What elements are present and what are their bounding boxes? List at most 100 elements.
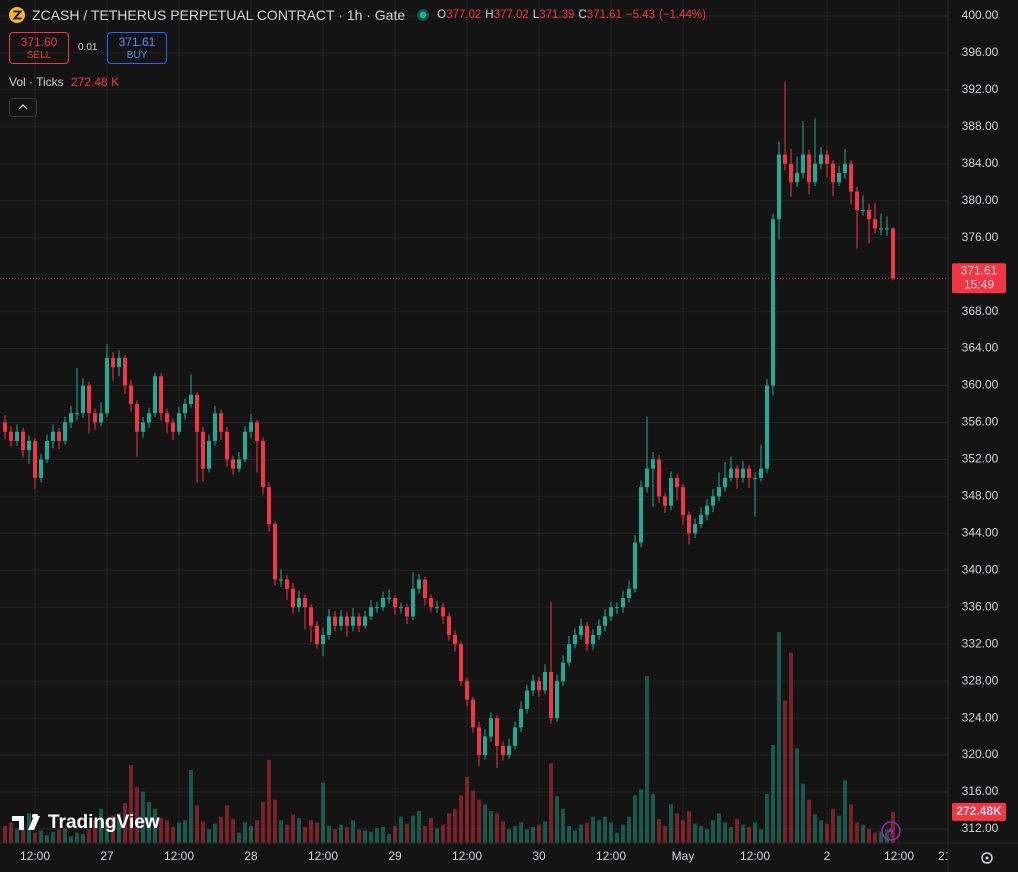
change-pct: (−1.44%) xyxy=(659,9,706,21)
candle-body xyxy=(777,154,781,220)
readout-value: 371.61 xyxy=(586,9,622,21)
candle-body xyxy=(501,745,505,756)
volume-bar xyxy=(129,765,133,843)
volume-bar xyxy=(663,825,667,843)
volume-bar xyxy=(477,799,481,843)
volume-bar xyxy=(351,820,355,843)
sell-button[interactable]: 371.60 SELL xyxy=(9,32,69,64)
candle-body xyxy=(681,487,685,515)
y-tick-label: 352.00 xyxy=(962,452,999,466)
settings-icon-dot xyxy=(985,856,989,860)
y-tick-label: 384.00 xyxy=(962,156,999,170)
volume-bar xyxy=(777,632,781,843)
volume-bar xyxy=(159,817,163,843)
volume-bar xyxy=(141,791,145,843)
candle-body xyxy=(201,431,205,469)
candle-body xyxy=(63,422,67,441)
volume-bar xyxy=(111,815,115,843)
candle-body xyxy=(183,403,187,414)
candle-body xyxy=(345,616,349,626)
candle-body xyxy=(561,662,565,682)
candle-body xyxy=(165,413,169,423)
buy-button[interactable]: 371.61 BUY xyxy=(107,32,167,64)
volume-bar xyxy=(183,820,187,843)
candle-body xyxy=(615,607,619,609)
coin-icon xyxy=(9,7,25,23)
volume-bar xyxy=(633,795,637,843)
volume-bar xyxy=(609,822,613,843)
volume-bar xyxy=(735,819,739,843)
candle-body xyxy=(231,459,235,469)
candle-body xyxy=(717,487,721,497)
candle-body xyxy=(111,357,115,368)
x-tick-label: 12:00 xyxy=(884,849,914,863)
volume-bar xyxy=(165,820,169,843)
x-tick-label: 12:00 xyxy=(452,849,482,863)
volume-bar xyxy=(51,831,55,843)
chevron-icon xyxy=(18,104,28,110)
candle-body xyxy=(147,413,151,423)
volume-bar xyxy=(543,821,547,843)
x-tick-label: 2 xyxy=(824,849,831,863)
candle-body xyxy=(807,154,811,183)
candle-body xyxy=(609,607,613,617)
volume-bar xyxy=(441,824,445,843)
candle-body xyxy=(633,542,637,589)
volume-bar xyxy=(561,808,565,843)
volume-bar xyxy=(255,820,259,843)
volume-bar xyxy=(333,829,337,843)
volume-legend: Vol · Ticks 272.48 K xyxy=(9,75,119,89)
volume-bar xyxy=(447,813,451,843)
candle-body xyxy=(693,524,697,534)
x-tick-label: 12:00 xyxy=(164,849,194,863)
volume-bar xyxy=(669,804,673,843)
volume-bar xyxy=(657,819,661,843)
volume-bar xyxy=(795,748,799,843)
y-tick-label: 396.00 xyxy=(962,45,999,59)
volume-bar xyxy=(597,820,601,843)
candle-body xyxy=(381,597,385,608)
volume-bar xyxy=(861,824,865,843)
candle-body xyxy=(459,644,463,682)
volume-bar xyxy=(489,811,493,843)
symbol-title: ZCASH / TETHERUS PERPETUAL CONTRACT · 1h… xyxy=(32,7,406,23)
candle-body xyxy=(735,468,739,478)
candle-body xyxy=(603,616,607,626)
volume-bar xyxy=(123,803,127,843)
candle-body xyxy=(81,385,85,414)
volume-bar xyxy=(405,823,409,843)
candle-body xyxy=(597,625,601,635)
candle-body xyxy=(621,597,625,608)
candle-body xyxy=(537,681,541,691)
volume-bar xyxy=(315,822,319,843)
collapse-button[interactable] xyxy=(9,98,37,117)
volume-bar xyxy=(513,825,517,843)
volume-bar xyxy=(501,821,505,843)
volume-bar xyxy=(615,832,619,843)
y-tick-label: 312.00 xyxy=(962,821,999,835)
volume-bar xyxy=(387,833,391,843)
volume-bar xyxy=(783,700,787,843)
volume-bar xyxy=(243,822,247,843)
volume-bar xyxy=(381,827,385,843)
volume-bar xyxy=(717,813,721,843)
readout-value: 371.39 xyxy=(539,9,575,21)
candle-body xyxy=(129,385,133,404)
readout-item: O377.02 xyxy=(437,9,481,21)
candle-body xyxy=(417,579,421,589)
candle-body xyxy=(297,597,301,608)
candle-body xyxy=(801,154,805,174)
watermark: TradingView xyxy=(12,812,160,834)
candle-body xyxy=(141,422,145,432)
volume-bar xyxy=(531,827,535,843)
volume-bar xyxy=(327,825,331,843)
candle-body xyxy=(453,634,457,645)
volume-bar xyxy=(645,675,649,843)
volume-bar xyxy=(495,813,499,843)
volume-bar xyxy=(891,811,895,843)
candle-body xyxy=(663,496,667,506)
candle-body xyxy=(309,607,313,626)
volume-bar xyxy=(189,770,193,843)
candle-body xyxy=(657,459,661,497)
